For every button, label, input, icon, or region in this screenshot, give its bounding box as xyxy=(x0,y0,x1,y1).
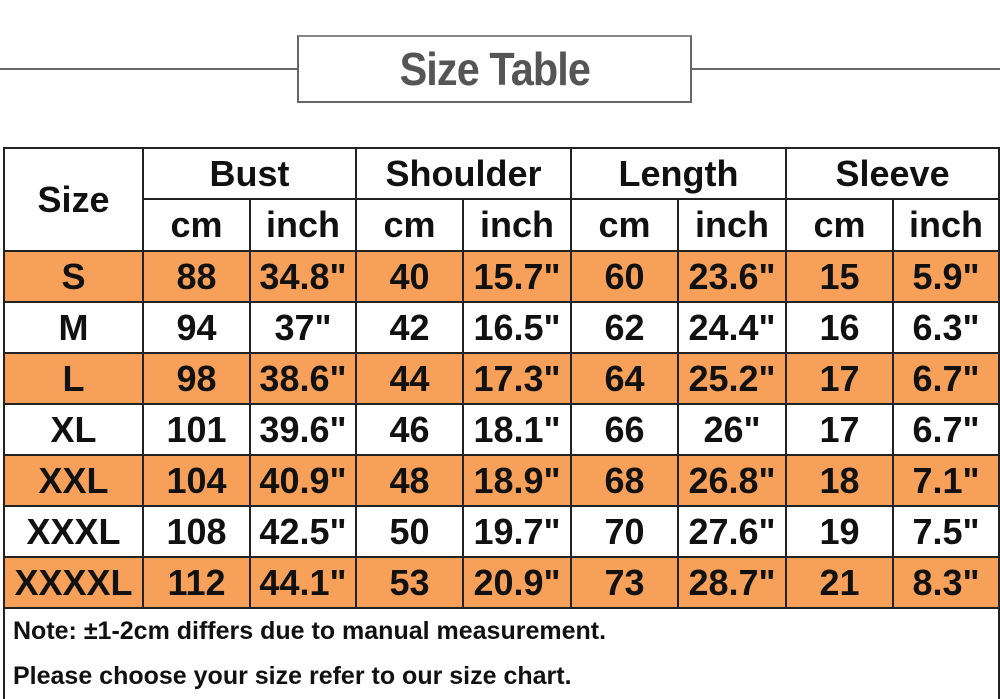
unit-header: inch xyxy=(892,198,1000,252)
page-title: Size Table xyxy=(399,43,590,95)
value-cell: 18.9" xyxy=(461,454,573,507)
size-header: Size xyxy=(3,147,144,252)
value-cell: 108 xyxy=(142,505,251,558)
value-cell: 6.7" xyxy=(892,403,1000,456)
size-cell: XXXL xyxy=(3,505,144,558)
table-row: L 98 38.6" 44 17.3" 64 25.2" 17 6.7" xyxy=(3,352,1000,405)
value-cell: 104 xyxy=(142,454,251,507)
size-cell: XL xyxy=(3,403,144,456)
value-cell: 25.2" xyxy=(677,352,788,405)
value-cell: 42.5" xyxy=(249,505,357,558)
value-cell: 88 xyxy=(142,250,251,303)
table-row: XL 101 39.6" 46 18.1" 66 26" 17 6.7" xyxy=(3,403,1000,456)
unit-header: inch xyxy=(461,198,573,252)
group-header: Sleeve xyxy=(785,147,1000,200)
title-rule-right xyxy=(690,68,1000,70)
value-cell: 6.3" xyxy=(892,301,1000,354)
unit-header: cm xyxy=(355,198,464,252)
group-header: Length xyxy=(570,147,788,200)
value-cell: 34.8" xyxy=(249,250,357,303)
value-cell: 17 xyxy=(785,403,895,456)
unit-header: cm xyxy=(142,198,251,252)
value-cell: 68 xyxy=(570,454,680,507)
table-row: XXXL 108 42.5" 50 19.7" 70 27.6" 19 7.5" xyxy=(3,505,1000,558)
table-row: XXL 104 40.9" 48 18.9" 68 26.8" 18 7.1" xyxy=(3,454,1000,507)
unit-header: inch xyxy=(249,198,357,252)
value-cell: 24.4" xyxy=(677,301,788,354)
unit-header: cm xyxy=(570,198,680,252)
size-cell: L xyxy=(3,352,144,405)
value-cell: 64 xyxy=(570,352,680,405)
value-cell: 66 xyxy=(570,403,680,456)
value-cell: 23.6" xyxy=(677,250,788,303)
value-cell: 19.7" xyxy=(461,505,573,558)
title-rule-left xyxy=(0,68,297,70)
value-cell: 15 xyxy=(785,250,895,303)
value-cell: 5.9" xyxy=(892,250,1000,303)
value-cell: 21 xyxy=(785,556,895,609)
size-table: Size Bust Shoulder Length Sleeve cm inch c… xyxy=(2,147,1000,699)
value-cell: 46 xyxy=(355,403,464,456)
table-row: M 94 37" 42 16.5" 62 24.4" 16 6.3" xyxy=(3,301,1000,354)
size-cell: XXXXL xyxy=(3,556,144,609)
note-row: Note: ±1-2cm differs due to manual measu… xyxy=(2,607,1000,654)
value-cell: 44 xyxy=(355,352,464,405)
value-cell: 15.7" xyxy=(461,250,573,303)
value-cell: 37" xyxy=(249,301,357,354)
value-cell: 17 xyxy=(785,352,895,405)
value-cell: 18.1" xyxy=(461,403,573,456)
note-text: Please choose your size refer to our siz… xyxy=(2,654,1000,699)
note-row: Please choose your size refer to our siz… xyxy=(2,654,1000,699)
value-cell: 28.7" xyxy=(677,556,788,609)
value-cell: 94 xyxy=(142,301,251,354)
value-cell: 62 xyxy=(570,301,680,354)
value-cell: 17.3" xyxy=(461,352,573,405)
value-cell: 40.9" xyxy=(249,454,357,507)
value-cell: 60 xyxy=(570,250,680,303)
unit-header: inch xyxy=(677,198,788,252)
value-cell: 40 xyxy=(355,250,464,303)
value-cell: 50 xyxy=(355,505,464,558)
title-box: Size Table xyxy=(297,35,692,103)
value-cell: 53 xyxy=(355,556,464,609)
size-cell: XXL xyxy=(3,454,144,507)
value-cell: 70 xyxy=(570,505,680,558)
value-cell: 38.6" xyxy=(249,352,357,405)
value-cell: 7.5" xyxy=(892,505,1000,558)
value-cell: 7.1" xyxy=(892,454,1000,507)
value-cell: 26" xyxy=(677,403,788,456)
header-row-groups: Size Bust Shoulder Length Sleeve xyxy=(3,147,1000,252)
value-cell: 16.5" xyxy=(461,301,573,354)
value-cell: 44.1" xyxy=(249,556,357,609)
value-cell: 42 xyxy=(355,301,464,354)
size-cell: M xyxy=(3,301,144,354)
value-cell: 112 xyxy=(142,556,251,609)
table-row: S 88 34.8" 40 15.7" 60 23.6" 15 5.9" xyxy=(3,250,1000,303)
header-row-units: cm inch cm inch cm inch cm inch xyxy=(4,198,1000,252)
group-header: Shoulder xyxy=(354,147,573,200)
value-cell: 6.7" xyxy=(892,352,1000,405)
table-row: XXXXL 112 44.1" 53 20.9" 73 28.7" 21 8.3" xyxy=(3,556,1000,609)
value-cell: 27.6" xyxy=(677,505,788,558)
value-cell: 26.8" xyxy=(677,454,788,507)
unit-header: cm xyxy=(785,198,895,252)
value-cell: 48 xyxy=(355,454,464,507)
value-cell: 39.6" xyxy=(249,403,357,456)
value-cell: 73 xyxy=(570,556,680,609)
value-cell: 16 xyxy=(785,301,895,354)
note-text: Note: ±1-2cm differs due to manual measu… xyxy=(2,607,1000,654)
value-cell: 18 xyxy=(785,454,895,507)
value-cell: 101 xyxy=(142,403,251,456)
value-cell: 19 xyxy=(785,505,895,558)
value-cell: 98 xyxy=(142,352,251,405)
group-header: Bust xyxy=(142,147,357,200)
value-cell: 20.9" xyxy=(461,556,573,609)
value-cell: 8.3" xyxy=(892,556,1000,609)
size-cell: S xyxy=(3,250,144,303)
